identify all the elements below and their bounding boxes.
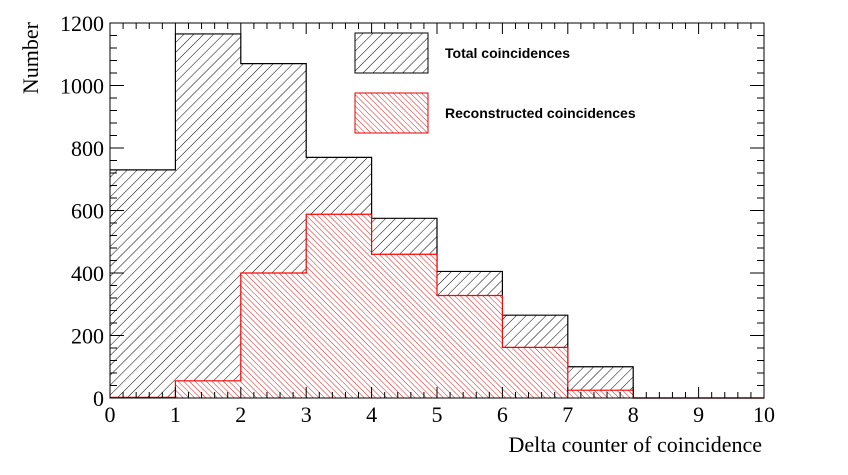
x-tick-label: 8	[628, 402, 639, 427]
x-tick-label: 0	[105, 402, 116, 427]
legend-label-reconstructed: Reconstructed coincidences	[445, 105, 636, 121]
legend: Total coincidences Reconstructed coincid…	[354, 32, 636, 134]
legend-label-total: Total coincidences	[445, 45, 570, 61]
x-tick-label: 2	[235, 402, 246, 427]
x-tick-label: 1	[170, 402, 181, 427]
x-tick-label: 7	[562, 402, 573, 427]
y-tick-label: 1200	[60, 11, 104, 36]
y-tick-label: 600	[71, 199, 104, 224]
legend-swatch-reconstructed	[354, 92, 429, 134]
x-tick-label: 9	[693, 402, 704, 427]
bar-reconstructed	[240, 273, 307, 398]
x-tick-label: 6	[497, 402, 508, 427]
x-tick-label: 10	[753, 402, 775, 427]
y-tick-label: 200	[71, 324, 104, 349]
x-axis-title: Delta counter of coincidence	[509, 432, 762, 457]
bar-total	[175, 33, 241, 398]
bar-reconstructed	[371, 254, 437, 398]
y-tick-label: 800	[71, 136, 104, 161]
bar-reconstructed	[437, 295, 503, 398]
axes: 0 1 2 3 4 5 6 7 8 9 10 0 200 400 600 800 1000 1200	[60, 11, 775, 427]
x-tick-label: 4	[366, 402, 377, 427]
bar-reconstructed	[175, 380, 241, 398]
y-tick-label: 1000	[60, 74, 104, 99]
y-axis-title: Number	[18, 21, 43, 94]
bar-total	[110, 169, 176, 398]
bar-reconstructed	[306, 214, 372, 398]
x-tick-label: 3	[301, 402, 312, 427]
histogram-bars	[110, 33, 764, 399]
y-tick-label: 400	[71, 261, 104, 286]
legend-swatch-total	[354, 32, 429, 74]
bar-reconstructed	[502, 347, 568, 398]
bar-reconstructed	[567, 390, 634, 398]
y-tick-label: 0	[93, 386, 104, 411]
x-tick-label: 5	[432, 402, 443, 427]
